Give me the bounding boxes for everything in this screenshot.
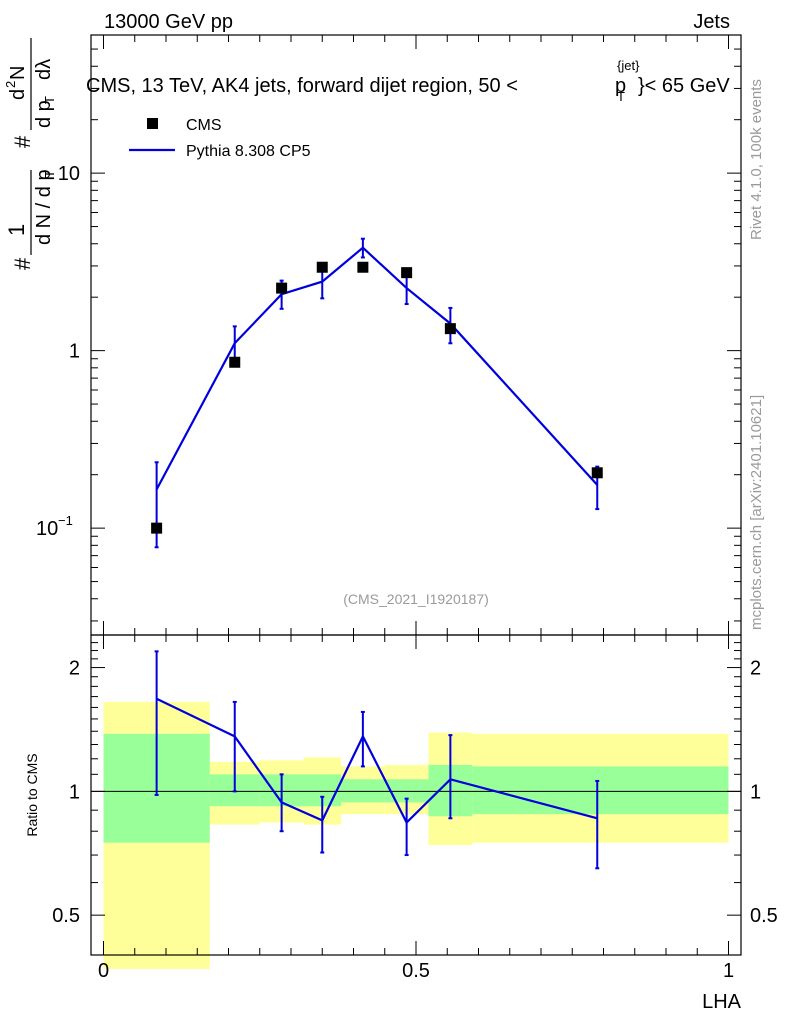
- cms-data-point: [316, 261, 328, 273]
- title-p: p: [615, 75, 626, 97]
- upper-y-tick-label-base: 10: [36, 518, 58, 540]
- ylabel-hash-2: #: [10, 135, 35, 148]
- ratio-y-tick-label-left: 2: [69, 658, 80, 680]
- upper-y-tick-label: 1: [69, 341, 80, 363]
- ylabel-dn-sub: T: [42, 170, 57, 178]
- ylabel-one: 1: [4, 224, 29, 236]
- ylabel-num-end: N: [7, 66, 29, 80]
- upper-y-label: # 1 d N / d p T # d 2 N d p T dλ: [3, 38, 57, 270]
- upper-y-tick-label-exponent: −1: [58, 513, 73, 528]
- title-main: CMS, 13 TeV, AK4 jets, forward dijet reg…: [86, 75, 518, 97]
- ylabel-den: d p: [33, 100, 55, 128]
- ratio-band-inner: [472, 766, 729, 815]
- x-axis-label: LHA: [702, 991, 742, 1013]
- ylabel-num: d: [7, 89, 29, 100]
- cms-data-point: [401, 267, 413, 279]
- ratio-y-label: Ratio to CMS: [24, 753, 40, 836]
- ratio-y-tick-label-left: 1: [69, 781, 80, 803]
- ratio-y-tick-label-right: 0.5: [750, 905, 778, 927]
- rivet-label: Rivet 4.1.0, 100k events: [748, 79, 765, 240]
- chart-title: CMS, 13 TeV, AK4 jets, forward dijet reg…: [86, 58, 730, 104]
- legend-label-cms: CMS: [186, 117, 222, 134]
- upper-y-tick-label: 10: [58, 163, 80, 185]
- cms-data-point: [444, 323, 456, 335]
- header-left: 13000 GeV pp: [104, 11, 233, 33]
- cms-data-point: [276, 282, 288, 294]
- legend-marker-cms: [147, 118, 158, 129]
- upper-marks: [151, 237, 603, 549]
- lower-axis-ticks: [91, 634, 741, 956]
- ylabel-hash-1: #: [10, 257, 35, 270]
- title-p-sup: {jet}: [617, 58, 640, 73]
- upper-axis-ticks: [91, 34, 741, 635]
- ylabel-den-sub: T: [42, 96, 57, 104]
- analysis-watermark: (CMS_2021_I1920187): [343, 591, 489, 607]
- ylabel-dn: d N / d p: [33, 169, 55, 245]
- cms-data-point: [151, 522, 163, 534]
- ratio-curve: [156, 697, 598, 825]
- upper-y-tick-label-base: 10: [58, 163, 80, 185]
- x-tick-label: 0.5: [402, 960, 430, 982]
- upper-y-tick-label: 10 −1: [36, 513, 73, 540]
- cms-data-point: [357, 261, 369, 273]
- cms-data-point: [591, 467, 603, 479]
- cms-data-point: [229, 356, 241, 368]
- legend-label-pythia: Pythia 8.308 CP5: [186, 143, 311, 160]
- ratio-bands: [103, 701, 729, 969]
- ylabel-den-end: dλ: [33, 59, 55, 80]
- header-right: Jets: [693, 11, 730, 33]
- ratio-marks: [154, 650, 600, 870]
- x-tick-labels: 0 0.5 1: [98, 960, 734, 982]
- ratio-y-tick-label-right: 2: [750, 658, 761, 680]
- upper-y-tick-label-base: 1: [69, 341, 80, 363]
- ratio-band-inner: [384, 779, 429, 803]
- title-p-sub: T: [617, 89, 625, 104]
- x-tick-label: 0: [98, 960, 109, 982]
- mcplots-label: mcplots.cern.ch [arXiv:2401.10621]: [748, 395, 765, 630]
- pythia-curve: [155, 246, 599, 491]
- ratio-y-tick-label-right: 1: [750, 781, 761, 803]
- lower-y-tick-labels: 0.5 0.5 1 1 2 2: [52, 658, 778, 928]
- ylabel-num-sup: 2: [3, 81, 18, 88]
- title-end: }< 65 GeV: [638, 75, 730, 97]
- legend: CMS Pythia 8.308 CP5: [129, 117, 311, 160]
- x-tick-label: 1: [723, 960, 734, 982]
- ratio-y-tick-label-left: 0.5: [52, 905, 80, 927]
- ratio-band-inner: [341, 779, 385, 803]
